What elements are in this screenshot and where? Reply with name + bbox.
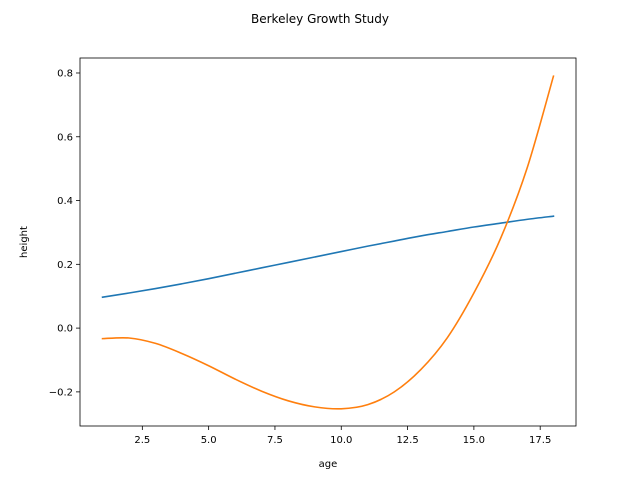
y-axis: −0.2 0.0 0.2 0.4 0.6 0.8 [49, 68, 80, 398]
y-tick-label: 0.0 [57, 324, 73, 335]
x-tick-label: 5.0 [201, 435, 217, 446]
y-tick-label: 0.6 [57, 132, 73, 143]
y-tick-label: −0.2 [49, 387, 73, 398]
x-tick-label: 7.5 [267, 435, 283, 446]
series-layer [101, 75, 555, 410]
x-axis: 2.5 5.0 7.5 10.0 12.5 15.0 17.5 [134, 426, 551, 446]
y-axis-label: height [19, 226, 30, 258]
series-line-1 [101, 215, 555, 299]
y-tick-label: 0.4 [57, 196, 73, 207]
y-tick-label: 0.8 [57, 68, 73, 79]
series-line-2 [101, 75, 555, 410]
axes-frame [79, 57, 577, 427]
x-tick-label: 10.0 [330, 435, 352, 446]
x-tick-label: 17.5 [529, 435, 551, 446]
chart-title: Berkeley Growth Study [251, 12, 389, 26]
plot-area [79, 57, 577, 427]
x-axis-label: age [319, 459, 338, 470]
x-tick-label: 15.0 [463, 435, 485, 446]
y-tick-label: 0.2 [57, 260, 73, 271]
x-tick-label: 2.5 [134, 435, 150, 446]
x-tick-label: 12.5 [396, 435, 418, 446]
